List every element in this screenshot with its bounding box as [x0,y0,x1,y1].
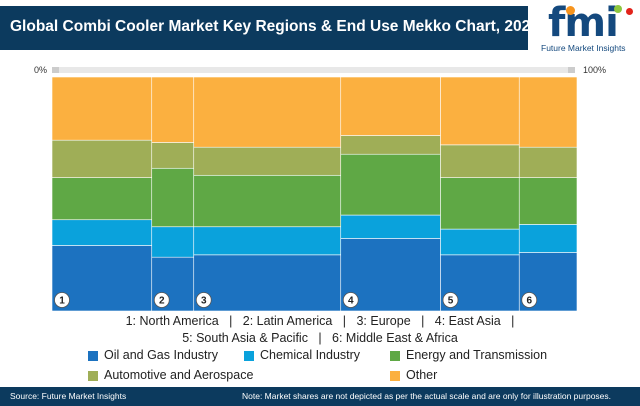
title-bar: Global Combi Cooler Market Key Regions &… [0,6,539,50]
logo-dot-green [614,5,622,13]
logo-dot-orange [566,6,575,15]
segment-oil-and-gas-industry-region-3 [193,254,342,312]
segment-chemical-industry-region-4 [340,214,441,239]
legend-swatch-energy [390,351,400,361]
segment-automotive-and-aerospace-region-3 [193,146,342,176]
segment-chemical-industry-region-3 [193,226,342,256]
segment-energy-and-transmission-region-4 [340,153,441,216]
segment-other-region-4 [340,76,441,136]
header: Global Combi Cooler Market Key Regions &… [0,0,640,56]
region-marker-label-5: 5 [448,296,454,307]
segment-energy-and-transmission-region-6 [518,177,578,225]
segment-energy-and-transmission-region-5 [440,177,520,230]
region-marker-2 [153,292,170,308]
scale-min-label: 0% [34,65,48,75]
region-marker-1 [54,292,70,308]
scale-max-label: 100% [583,65,607,75]
segment-other-region-1 [51,76,153,141]
legend-label-energy: Energy and Transmission [406,348,548,362]
legend-label-other: Other [406,368,438,382]
segment-automotive-and-aerospace-region-6 [518,146,578,178]
segment-automotive-and-aerospace-region-1 [51,139,153,178]
logo-name: Future Market Insights [541,43,626,53]
segment-other-region-2 [151,76,195,143]
legend-label-chemical: Chemical Industry [260,348,361,362]
legend-swatch-oil-gas [88,351,98,361]
legend-swatch-other [390,371,400,381]
legend-label-oil-gas: Oil and Gas Industry [104,348,218,362]
segment-other-region-5 [440,76,520,146]
segment-energy-and-transmission-region-1 [51,177,153,221]
segment-chemical-industry-region-5 [440,228,520,256]
legend-swatch-chemical [244,351,254,361]
fmi-logo: fmi [548,0,619,46]
region-key-line-1: 1: North America | 2: Latin America | 3:… [125,314,515,328]
logo-dot-red [626,8,633,15]
segment-energy-and-transmission-region-2 [151,167,195,228]
segment-energy-and-transmission-region-3 [193,174,342,228]
legend-label-automotive: Automotive and Aerospace [104,368,254,382]
footer-source: Source: Future Market Insights [10,391,127,401]
region-marker-4 [342,292,359,308]
region-marker-5 [442,292,459,308]
segment-chemical-industry-region-1 [51,219,153,246]
scale-tick-left [52,67,59,73]
segment-chemical-industry-region-2 [151,226,195,258]
region-marker-6 [521,292,538,308]
segment-automotive-and-aerospace-region-2 [151,142,195,169]
region-marker-3 [195,292,212,308]
scale-bar [52,67,575,73]
region-marker-label-2: 2 [159,296,165,307]
footer-note: Note: Market shares are not depicted as … [242,391,612,401]
region-key-line-2: 5: South Asia & Pacific | 6: Middle East… [182,331,458,345]
region-marker-label-1: 1 [59,296,65,307]
chart-title: Global Combi Cooler Market Key Regions &… [10,18,539,35]
region-marker-label-3: 3 [201,296,207,307]
segment-automotive-and-aerospace-region-5 [440,144,520,178]
segment-other-region-6 [518,76,578,148]
footer: Source: Future Market Insights Note: Mar… [0,387,640,406]
region-marker-label-6: 6 [526,296,532,307]
segment-other-region-3 [193,76,342,148]
segment-chemical-industry-region-6 [518,224,578,253]
legend-swatch-automotive [88,371,98,381]
scale-tick-right [568,67,575,73]
segment-automotive-and-aerospace-region-4 [340,135,441,155]
region-marker-label-4: 4 [348,296,354,307]
